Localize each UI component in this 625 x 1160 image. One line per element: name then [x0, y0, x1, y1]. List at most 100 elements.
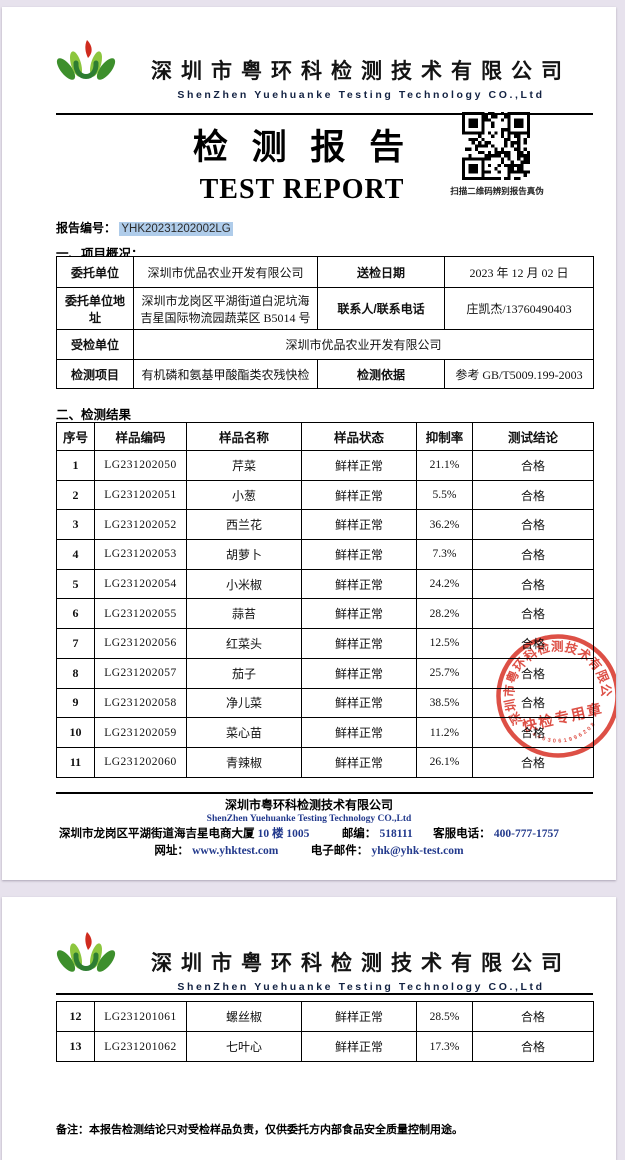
- overview-label: 送检日期: [317, 256, 445, 288]
- result-cell-conclusion: 合格: [472, 1001, 594, 1032]
- report-page-2: 深圳市粤环科检测技术有限公司 ShenZhen Yuehuanke Testin…: [2, 897, 616, 1160]
- result-cell-code: LG231202053: [94, 539, 187, 570]
- result-cell-no: 11: [56, 746, 95, 778]
- footer-tel-number: 400-777-1757: [493, 828, 560, 840]
- result-cell-status: 鲜样正常: [301, 657, 417, 689]
- result-cell-name: 螺丝椒: [186, 1001, 302, 1032]
- result-cell-status: 鲜样正常: [301, 598, 417, 630]
- footer-address-num: 10 楼 1005: [257, 828, 310, 840]
- results-tbody-p1: 1 LG231202050 芹菜 鲜样正常 21.1% 合格 2 LG231202051 小葱鲜…: [56, 450, 594, 778]
- result-cell-status: 鲜样正常: [301, 450, 417, 481]
- table-row: 13 LG231201062 七叶心 鲜样正常 17.3% 合格: [56, 1031, 594, 1062]
- col-header-no: 序号: [56, 422, 95, 451]
- result-cell-name: 小葱: [186, 479, 302, 511]
- result-cell-rate: 28.5%: [416, 1001, 473, 1032]
- result-cell-no: 13: [56, 1031, 95, 1062]
- result-cell-status: 鲜样正常: [301, 539, 417, 570]
- footer-web-label: 网址：: [154, 844, 189, 857]
- overview-label: 委托单位地址: [56, 287, 134, 330]
- footer-email-address: yhk@yhk-test.com: [371, 844, 464, 857]
- result-cell-no: 12: [56, 1001, 95, 1032]
- footer-contact-line: 网址： www.yhktest.com 电子邮件： yhk@yhk-test.c…: [2, 844, 616, 860]
- footer-address-line: 深圳市龙岗区平湖街道海吉星电商大厦 10 楼 1005 邮编： 518111 客…: [2, 827, 616, 843]
- report-title-cn: 检 测 报 告: [192, 128, 412, 167]
- company-name-block: 深圳市粤环科检测技术有限公司 ShenZhen Yuehuanke Testin…: [126, 947, 596, 993]
- result-cell-no: 4: [56, 539, 95, 570]
- header-divider: [56, 993, 593, 995]
- table-row: 4 LG231202053 胡萝卜 鲜样正常 7.3% 合格: [56, 539, 594, 570]
- result-cell-status: 鲜样正常: [301, 509, 417, 541]
- company-name-block: 深圳市粤环科检测技术有限公司 ShenZhen Yuehuanke Testin…: [126, 55, 596, 101]
- result-cell-no: 9: [56, 687, 95, 719]
- table-row: 委托单位 深圳市优品农业开发有限公司 送检日期 2023 年 12 月 02 日: [56, 256, 594, 288]
- table-row: 12 LG231201061 螺丝椒 鲜样正常 28.5% 合格: [56, 1001, 594, 1032]
- report-title-en: TEST REPORT: [199, 174, 405, 205]
- table-row: 检测项目 有机磷和氨基甲酸酯类农残快检 检测依据 参考 GB/T5009.199…: [56, 359, 594, 389]
- result-cell-name: 芹菜: [186, 450, 302, 481]
- results-tbody-p2: 12 LG231201061 螺丝椒 鲜样正常 28.5% 合格 13 LG231201062…: [56, 1001, 594, 1062]
- footer-tel-label: 客服电话：: [433, 828, 491, 840]
- company-name-en: ShenZhen Yuehuanke Testing Technology CO…: [177, 981, 545, 993]
- footer-divider: [56, 792, 593, 794]
- overview-value: 2023 年 12 月 02 日: [444, 256, 594, 288]
- result-cell-code: LG231202052: [94, 509, 187, 541]
- col-header-rate: 抑制率: [416, 422, 473, 451]
- company-name-cn: 深圳市粤环科检测技术有限公司: [151, 952, 571, 975]
- result-cell-code: LG231202056: [94, 628, 187, 659]
- footer-post-label: 邮编：: [341, 828, 377, 840]
- result-cell-no: 2: [56, 479, 95, 511]
- report-title-block: 检 测 报 告 TEST REPORT: [102, 119, 502, 206]
- overview-label: 联系人/联系电话: [317, 287, 445, 330]
- table-row: 5 LG231202054 小米椒 鲜样正常 24.2% 合格: [56, 568, 594, 600]
- footer-email-label: 电子邮件：: [310, 844, 369, 857]
- table-row: 3 LG231202052 西兰花 鲜样正常 36.2% 合格: [56, 509, 594, 541]
- table-row: 委托单位地址 深圳市龙岗区平湖街道白泥坑海吉星国际物流园蔬菜区 B5014 号 …: [56, 287, 594, 330]
- footer-company-en: ShenZhen Yuehuanke Testing Technology CO…: [206, 814, 412, 825]
- result-cell-name: 茄子: [186, 657, 302, 689]
- table-row: 2 LG231202051 小葱 鲜样正常 5.5% 合格: [56, 479, 594, 511]
- result-cell-rate: 7.3%: [416, 539, 473, 570]
- result-cell-conclusion: 合格: [472, 598, 594, 630]
- result-cell-conclusion: 合格: [472, 1031, 594, 1062]
- overview-table: 委托单位 深圳市优品农业开发有限公司 送检日期 2023 年 12 月 02 日…: [56, 256, 594, 389]
- result-cell-status: 鲜样正常: [301, 687, 417, 719]
- result-cell-conclusion: 合格: [472, 479, 594, 511]
- company-logo-icon: [56, 40, 116, 80]
- result-cell-code: LG231202059: [94, 717, 187, 748]
- result-cell-conclusion: 合格: [472, 568, 594, 600]
- result-cell-conclusion: 合格: [472, 539, 594, 570]
- col-header-status: 样品状态: [301, 422, 417, 451]
- footer-post-code: 518111: [379, 828, 413, 840]
- overview-value: 庄凯杰/13760490403: [444, 287, 594, 330]
- result-cell-no: 7: [56, 628, 95, 659]
- result-cell-name: 小米椒: [186, 568, 302, 600]
- result-cell-name: 七叶心: [186, 1031, 302, 1062]
- result-cell-code: LG231201062: [94, 1031, 187, 1062]
- result-cell-name: 净儿菜: [186, 687, 302, 719]
- result-cell-rate: 25.7%: [416, 657, 473, 689]
- footer-web-url: www.yhktest.com: [192, 844, 279, 857]
- result-cell-code: LG231201061: [94, 1001, 187, 1032]
- overview-value: 深圳市龙岗区平湖街道白泥坑海吉星国际物流园蔬菜区 B5014 号: [133, 287, 318, 330]
- table-row: 10 LG231202059 菜心苗 鲜样正常 11.2% 合格: [56, 717, 594, 748]
- col-header-name: 样品名称: [186, 422, 302, 451]
- results-table-continued: 12 LG231201061 螺丝椒 鲜样正常 28.5% 合格 13 LG231201062…: [56, 1001, 594, 1062]
- result-cell-rate: 17.3%: [416, 1031, 473, 1062]
- overview-value: 有机磷和氨基甲酸酯类农残快检: [133, 359, 318, 389]
- result-cell-rate: 26.1%: [416, 746, 473, 778]
- result-cell-rate: 36.2%: [416, 509, 473, 541]
- company-logo-icon: [56, 932, 116, 972]
- table-row: 受检单位 深圳市优品农业开发有限公司: [56, 329, 594, 360]
- result-cell-code: LG231202060: [94, 746, 187, 778]
- result-cell-rate: 21.1%: [416, 450, 473, 481]
- result-cell-rate: 12.5%: [416, 628, 473, 659]
- overview-label: 受检单位: [56, 329, 134, 360]
- result-cell-status: 鲜样正常: [301, 746, 417, 778]
- note-text: 备注：本报告检测结论只对受检样品负责，仅供委托方内部食品安全质量控制用途。: [56, 1124, 463, 1136]
- result-cell-status: 鲜样正常: [301, 568, 417, 600]
- results-table: 序号 样品编码 样品名称 样品状态 抑制率 测试结论 1 LG231202050 芹…: [56, 422, 594, 778]
- table-row: 1 LG231202050 芹菜 鲜样正常 21.1% 合格: [56, 450, 594, 481]
- table-row: 6 LG231202055 蒜苔 鲜样正常 28.2% 合格: [56, 598, 594, 630]
- results-heading: 二、检测结果: [56, 408, 132, 422]
- result-cell-conclusion: 合格: [472, 687, 594, 719]
